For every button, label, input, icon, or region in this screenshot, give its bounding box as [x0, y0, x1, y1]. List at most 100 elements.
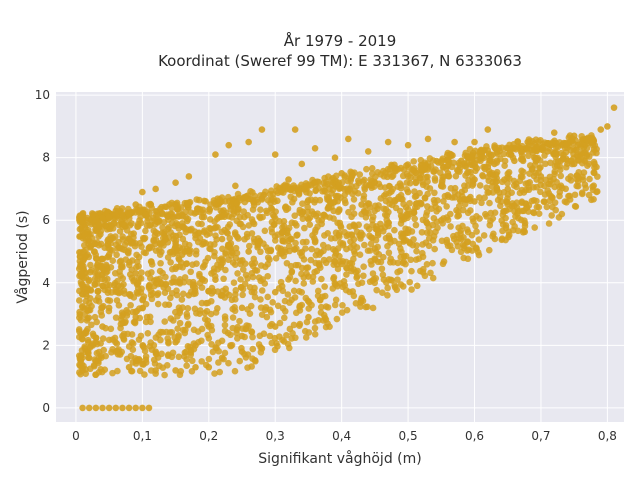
data-point — [109, 257, 117, 264]
data-point — [283, 206, 290, 214]
data-point — [570, 132, 578, 140]
data-point — [448, 246, 456, 254]
data-point — [81, 311, 88, 318]
data-point — [322, 323, 330, 331]
data-point — [429, 274, 437, 282]
data-point — [423, 261, 431, 268]
data-point — [504, 145, 512, 152]
data-point — [158, 229, 166, 237]
data-point — [280, 252, 287, 260]
data-point — [501, 157, 509, 165]
data-point — [459, 241, 467, 248]
data-point — [99, 282, 106, 290]
data-point — [89, 217, 97, 224]
data-point — [514, 138, 522, 145]
data-point — [423, 203, 431, 210]
data-point — [322, 316, 330, 323]
data-point — [285, 242, 293, 250]
data-point — [543, 203, 551, 211]
data-point — [147, 339, 155, 346]
data-point — [563, 155, 570, 163]
data-point — [360, 195, 367, 203]
data-point — [533, 197, 540, 205]
data-point — [172, 232, 180, 240]
data-point — [152, 367, 159, 374]
data-point — [231, 367, 239, 375]
data-point — [184, 343, 192, 350]
data-point — [81, 344, 89, 352]
data-point — [476, 148, 484, 156]
chart-title: År 1979 - 2019 — [284, 31, 397, 50]
data-point — [358, 201, 365, 208]
data-point — [316, 296, 324, 304]
data-point — [266, 332, 274, 340]
data-point — [221, 321, 229, 329]
data-point — [112, 215, 120, 222]
data-point — [311, 238, 319, 246]
data-point — [271, 288, 279, 296]
data-point — [300, 280, 308, 287]
data-point — [360, 272, 367, 280]
x-tick-label: 0,5 — [399, 429, 418, 443]
data-point — [232, 244, 240, 252]
data-point — [318, 216, 326, 224]
data-point — [187, 268, 195, 276]
data-point — [177, 259, 185, 267]
data-point — [361, 186, 369, 193]
data-point — [486, 199, 493, 207]
data-point — [198, 213, 206, 221]
data-point — [371, 207, 379, 215]
data-point — [537, 173, 545, 180]
data-point — [174, 325, 181, 332]
data-point — [227, 331, 234, 339]
data-point — [312, 226, 319, 234]
data-point — [159, 224, 166, 231]
data-point — [372, 236, 380, 244]
data-point — [440, 258, 448, 265]
data-point — [251, 266, 259, 274]
data-point — [215, 347, 223, 355]
data-point — [461, 162, 469, 170]
data-point — [318, 303, 325, 311]
data-point — [443, 236, 451, 244]
data-point — [161, 289, 169, 296]
data-point — [91, 248, 98, 256]
data-point — [196, 235, 204, 242]
data-point — [168, 248, 175, 256]
data-point — [142, 211, 150, 219]
data-point — [88, 302, 95, 310]
data-point — [206, 208, 213, 215]
data-point — [563, 198, 570, 206]
data-point — [574, 178, 582, 185]
data-point — [387, 255, 394, 263]
data-point — [399, 259, 407, 267]
data-point — [548, 212, 555, 219]
data-point — [471, 159, 479, 167]
data-point — [147, 291, 155, 299]
data-point — [172, 179, 179, 187]
data-point — [119, 332, 126, 340]
data-point — [432, 166, 439, 173]
x-tick-label: 0,8 — [598, 429, 617, 443]
data-point — [123, 312, 131, 319]
data-point — [295, 288, 303, 295]
data-point — [211, 252, 218, 260]
data-point — [139, 404, 146, 412]
data-point — [311, 330, 319, 338]
data-point — [256, 332, 264, 340]
data-point — [405, 164, 413, 171]
data-point — [468, 231, 476, 239]
data-point — [296, 209, 303, 216]
data-point — [137, 207, 144, 215]
data-point — [412, 256, 420, 263]
data-point — [182, 348, 190, 356]
data-point — [79, 367, 86, 374]
data-point — [243, 230, 251, 238]
data-point — [356, 251, 364, 259]
data-point — [457, 248, 465, 256]
data-point — [143, 222, 151, 229]
data-point — [212, 276, 219, 283]
data-point — [184, 201, 191, 208]
data-point — [182, 228, 190, 236]
data-point — [228, 296, 236, 304]
